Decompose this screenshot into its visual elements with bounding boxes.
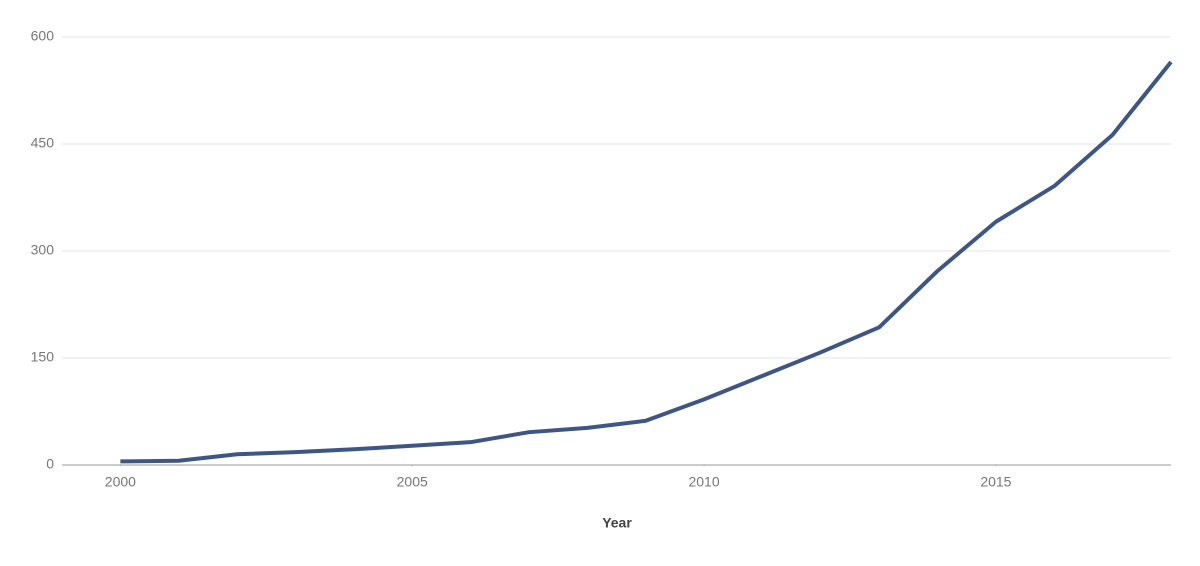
data-line [120,60,1173,464]
y-tick-label: 150 [31,349,55,365]
x-tick-label: 2015 [980,474,1011,490]
x-tick-label: 2010 [688,474,719,490]
x-axis-title: Year [602,515,632,531]
y-tick-label: 0 [46,456,54,472]
x-tick-label: 2000 [105,474,136,490]
y-tick-label: 600 [31,28,55,44]
y-tick-label: 450 [31,135,55,151]
y-tick-label: 300 [31,242,55,258]
x-tick-label: 2005 [397,474,428,490]
